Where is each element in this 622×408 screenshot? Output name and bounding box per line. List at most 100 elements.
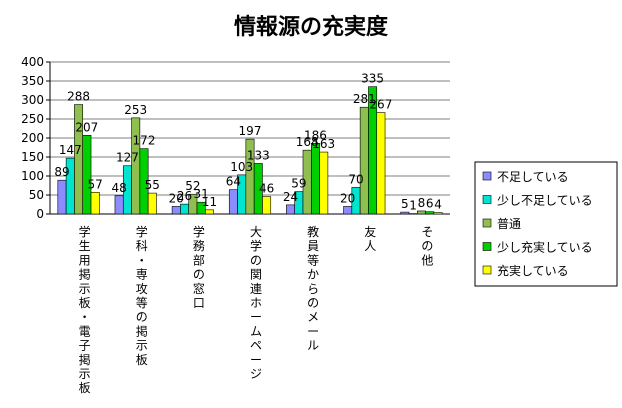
bar <box>180 203 190 215</box>
data-label: 59 <box>291 177 306 191</box>
category-label-char: 示 <box>136 339 148 353</box>
legend-swatch <box>482 171 492 181</box>
category-labels: 学生用掲示板・電子掲示板学科・専攻等の掲示板学務部の窓口大学の関連ホームページ教… <box>79 224 434 395</box>
category-label-char: 教 <box>307 224 319 239</box>
category-label-char: ・ <box>79 310 91 324</box>
category-label-char: 示 <box>79 367 91 381</box>
bar <box>205 209 214 215</box>
bar <box>319 151 329 215</box>
data-label: 267 <box>369 98 392 112</box>
bar <box>343 206 353 215</box>
category-label-char: 電 <box>79 324 91 338</box>
data-label: 20 <box>169 191 184 205</box>
data-label: 52 <box>185 179 200 193</box>
data-label: 103 <box>230 160 253 174</box>
bar <box>171 206 181 215</box>
category-label-char: 示 <box>79 282 91 296</box>
category-label-char: 他 <box>421 253 433 267</box>
bar <box>359 106 369 215</box>
legend-label: 普通 <box>497 217 521 231</box>
category-label-char: ー <box>307 324 319 338</box>
category-label: 友人 <box>364 225 376 253</box>
bar <box>196 201 206 215</box>
category-label: その他 <box>421 225 433 267</box>
data-labels: 89 48 20 64 24 20 5 147 127 26 103 59 70 1 288 253 52 197… <box>54 72 442 213</box>
legend-box <box>474 161 618 287</box>
category-label-char: 等 <box>307 253 319 267</box>
data-label: 133 <box>247 148 270 162</box>
data-label: 57 <box>88 177 103 191</box>
category-label-char: 学 <box>193 224 205 239</box>
category-label-char: か <box>307 268 319 282</box>
category-label-char: 生 <box>79 239 91 253</box>
data-label: 8 <box>418 196 426 210</box>
y-tick-label: 350 <box>21 74 44 88</box>
category-label-char: 部 <box>193 252 205 267</box>
legend-swatch <box>482 218 492 228</box>
data-label: 26 <box>177 189 192 203</box>
data-label: 89 <box>54 165 69 179</box>
category-label-char: の <box>307 296 319 310</box>
data-label: 186 <box>304 128 327 142</box>
category-label-char: の <box>250 253 262 267</box>
category-label-char: 友 <box>364 225 376 239</box>
category-label-char: 連 <box>250 282 262 296</box>
category-label-char: ル <box>307 339 319 353</box>
data-label: 168 <box>296 135 319 149</box>
legend-label: 少し不足している <box>497 194 593 208</box>
data-label: 70 <box>348 172 363 186</box>
bar <box>253 163 263 215</box>
y-tick-label: 150 <box>21 150 44 164</box>
bar <box>82 135 92 215</box>
category-label-char: 大 <box>250 225 262 239</box>
category-label-char: 板 <box>79 296 91 310</box>
bar <box>114 195 124 215</box>
bar <box>400 211 410 215</box>
legend-label: 不足している <box>497 170 569 184</box>
y-tick-label: 100 <box>21 169 44 183</box>
data-label: 46 <box>259 182 274 196</box>
category-label-char: 科 <box>136 239 148 253</box>
bar <box>90 192 100 215</box>
data-label: 5 <box>401 197 409 211</box>
category-label-char: の <box>136 310 148 324</box>
category-label-char: の <box>193 268 205 282</box>
bar <box>416 210 426 215</box>
data-label: 24 <box>283 190 298 204</box>
data-label: 1 <box>409 199 417 213</box>
data-label: 281 <box>353 92 376 106</box>
legend-swatch <box>482 265 492 275</box>
y-tick-label: 250 <box>21 112 44 126</box>
category-label-char: 員 <box>307 239 319 253</box>
category-label-char: ジ <box>250 367 262 381</box>
legend-label: 少し充実している <box>497 240 593 255</box>
category-label-char: そ <box>421 225 433 239</box>
category-label-char: の <box>421 239 433 253</box>
data-label: 172 <box>133 134 156 148</box>
category-label-char: 掲 <box>79 352 91 367</box>
data-label: 163 <box>312 137 335 151</box>
legend-label: 充実している <box>497 263 569 278</box>
bar <box>228 189 238 215</box>
bar <box>310 143 320 215</box>
bar <box>433 212 443 215</box>
category-label-char: 学 <box>79 224 91 239</box>
category-label-char: 用 <box>79 253 91 267</box>
category-label-char: ホ <box>250 296 262 310</box>
bar <box>286 204 295 215</box>
category-label-char: ー <box>250 310 262 324</box>
category-label-char: 子 <box>79 339 91 353</box>
y-tick-label: 0 <box>36 207 44 221</box>
data-label: 288 <box>67 90 90 104</box>
category-label-char: ー <box>250 353 262 367</box>
bar <box>147 192 157 215</box>
category-label-char: メ <box>307 310 319 324</box>
category-label-char: ら <box>307 282 319 296</box>
